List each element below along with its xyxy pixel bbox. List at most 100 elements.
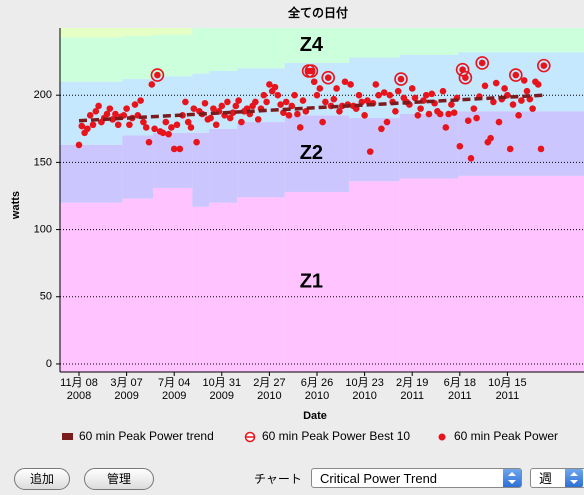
data-point bbox=[411, 94, 419, 102]
zone-label: Z1 bbox=[300, 270, 323, 292]
x-tick-label: 2月 27 2010 bbox=[253, 377, 285, 402]
y-tick-label: 150 bbox=[34, 156, 52, 168]
data-point bbox=[366, 148, 374, 155]
legend-label: 60 min Peak Power Best 10 bbox=[262, 429, 410, 443]
x-tick-label: 3月 07 2009 bbox=[110, 377, 142, 402]
data-point bbox=[232, 102, 240, 110]
data-point bbox=[229, 109, 237, 116]
data-point bbox=[151, 125, 158, 133]
data-point bbox=[170, 145, 178, 153]
chart-select-value: Critical Power Trend bbox=[320, 471, 438, 486]
y-tick-label: 50 bbox=[40, 291, 52, 303]
data-point bbox=[436, 110, 444, 118]
legend-label: 60 min Peak Power trend bbox=[79, 429, 214, 443]
data-point bbox=[467, 155, 475, 162]
data-point bbox=[89, 121, 97, 129]
data-point bbox=[271, 83, 279, 91]
data-point bbox=[201, 99, 209, 107]
data-point bbox=[464, 117, 472, 125]
chart-select[interactable]: Critical Power Trend bbox=[311, 468, 522, 488]
manage-button[interactable]: 管理 bbox=[84, 468, 154, 490]
data-point bbox=[266, 81, 273, 88]
zone-band bbox=[60, 202, 123, 372]
best-marker bbox=[455, 62, 470, 77]
data-point bbox=[361, 112, 368, 119]
data-point bbox=[313, 91, 321, 99]
data-point bbox=[336, 108, 343, 115]
period-select[interactable]: 週 bbox=[530, 468, 584, 488]
data-point bbox=[254, 116, 262, 123]
data-point bbox=[193, 138, 200, 146]
zone-band bbox=[209, 71, 238, 129]
zone-band bbox=[153, 132, 193, 188]
data-point bbox=[417, 105, 424, 112]
select-arrow bbox=[503, 469, 521, 487]
data-point bbox=[330, 95, 338, 103]
data-point bbox=[84, 125, 91, 133]
chart-label: チャート bbox=[254, 472, 302, 486]
best-marker bbox=[536, 58, 551, 73]
data-point bbox=[182, 98, 189, 106]
data-point bbox=[333, 85, 340, 92]
x-tick-label: 6月 26 2010 bbox=[301, 377, 333, 402]
data-point bbox=[414, 112, 422, 119]
data-point bbox=[95, 102, 102, 110]
zone-band bbox=[153, 187, 193, 372]
add-button[interactable]: 追加 bbox=[14, 468, 70, 490]
period-select-value: 週 bbox=[539, 471, 553, 486]
data-point bbox=[512, 71, 520, 79]
x-tick-label: 2月 19 2011 bbox=[396, 377, 428, 402]
chart-title: 全ての日付 bbox=[287, 5, 348, 20]
x-tick-label: 10月 15 2011 bbox=[488, 377, 527, 402]
zone-band bbox=[349, 118, 400, 182]
data-point bbox=[540, 62, 548, 69]
zone-band bbox=[60, 37, 123, 82]
data-point bbox=[481, 82, 489, 90]
data-point bbox=[394, 87, 402, 95]
data-point bbox=[92, 108, 100, 115]
x-tick-label: 10月 31 2009 bbox=[203, 377, 242, 402]
zone-band bbox=[209, 128, 238, 203]
zone-band bbox=[122, 28, 154, 37]
data-point bbox=[282, 98, 290, 106]
best-marker bbox=[304, 64, 319, 78]
data-point bbox=[168, 124, 175, 131]
zone-band bbox=[153, 28, 193, 35]
zone-band bbox=[237, 197, 285, 372]
zone-band bbox=[399, 28, 459, 55]
data-point bbox=[529, 105, 536, 112]
data-point bbox=[277, 101, 284, 108]
data-point bbox=[439, 87, 447, 95]
data-point bbox=[324, 74, 332, 82]
data-point bbox=[487, 134, 494, 142]
data-point bbox=[520, 77, 528, 84]
zone-band bbox=[192, 28, 210, 74]
best-marker bbox=[150, 68, 165, 82]
legend-marker bbox=[438, 433, 446, 441]
data-point bbox=[492, 79, 500, 87]
zone-band bbox=[122, 36, 154, 80]
data-point bbox=[173, 121, 181, 129]
data-point bbox=[103, 110, 111, 118]
data-point bbox=[380, 89, 388, 96]
x-tick-label: 6月 18 2011 bbox=[444, 377, 476, 402]
select-arrow bbox=[565, 469, 583, 487]
y-axis-title: watts bbox=[10, 191, 22, 220]
legend-label: 60 min Peak Power bbox=[454, 429, 558, 443]
data-point bbox=[285, 112, 293, 119]
zone-band bbox=[349, 28, 400, 58]
data-point bbox=[218, 102, 226, 110]
data-point bbox=[428, 90, 436, 98]
data-point bbox=[495, 118, 503, 126]
data-point bbox=[450, 109, 458, 116]
x-tick-label: 10月 23 2010 bbox=[345, 377, 384, 402]
zone-band bbox=[122, 135, 154, 199]
data-point bbox=[224, 98, 231, 106]
zone-band bbox=[458, 28, 584, 53]
data-point bbox=[137, 97, 144, 104]
data-point bbox=[397, 75, 405, 83]
data-point bbox=[310, 78, 318, 86]
zone-band bbox=[237, 122, 285, 198]
best-marker bbox=[394, 72, 408, 86]
